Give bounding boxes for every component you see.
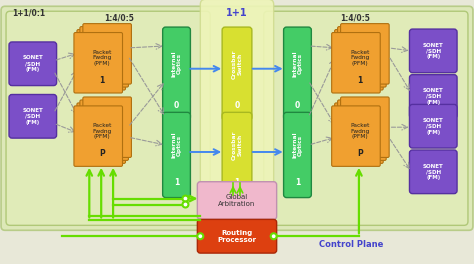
Text: SONET
/SDH
(FM): SONET /SDH (FM): [22, 108, 43, 125]
Text: 0: 0: [234, 101, 240, 110]
Text: Crossbar
Switch: Crossbar Switch: [232, 49, 242, 78]
FancyBboxPatch shape: [337, 27, 386, 87]
FancyBboxPatch shape: [201, 0, 273, 239]
Text: Routing
Processor: Routing Processor: [218, 230, 256, 243]
Text: SONET
/SDH
(FM): SONET /SDH (FM): [423, 43, 444, 59]
FancyBboxPatch shape: [9, 42, 56, 86]
FancyBboxPatch shape: [74, 32, 122, 93]
FancyBboxPatch shape: [6, 11, 210, 225]
FancyBboxPatch shape: [264, 11, 468, 225]
Circle shape: [197, 233, 203, 239]
Text: Packet
Fwdng
(PFM): Packet Fwdng (PFM): [350, 123, 370, 139]
Text: 0: 0: [174, 101, 179, 110]
FancyBboxPatch shape: [410, 104, 457, 148]
FancyBboxPatch shape: [197, 219, 277, 253]
FancyBboxPatch shape: [80, 27, 128, 87]
FancyBboxPatch shape: [163, 112, 191, 197]
Text: Global
Arbitration: Global Arbitration: [219, 194, 255, 207]
Text: Internal
Optics: Internal Optics: [171, 50, 182, 77]
FancyBboxPatch shape: [77, 30, 126, 90]
Text: 1: 1: [100, 76, 105, 85]
FancyBboxPatch shape: [335, 103, 383, 163]
Text: Internal
Optics: Internal Optics: [171, 132, 182, 158]
FancyBboxPatch shape: [83, 97, 131, 157]
FancyBboxPatch shape: [341, 97, 389, 157]
FancyBboxPatch shape: [410, 150, 457, 194]
Circle shape: [182, 201, 189, 208]
Text: 1: 1: [295, 178, 300, 187]
FancyBboxPatch shape: [337, 100, 386, 161]
FancyBboxPatch shape: [283, 27, 311, 120]
FancyBboxPatch shape: [74, 106, 122, 166]
Text: Internal
Optics: Internal Optics: [292, 50, 303, 77]
Text: 1:4/0:5: 1:4/0:5: [104, 13, 134, 22]
Text: P: P: [100, 149, 105, 158]
FancyBboxPatch shape: [335, 30, 383, 90]
Text: 0: 0: [295, 101, 300, 110]
Circle shape: [182, 196, 189, 201]
FancyBboxPatch shape: [9, 95, 56, 138]
Text: SONET
/SDH
(FM): SONET /SDH (FM): [423, 118, 444, 135]
Text: P: P: [357, 149, 363, 158]
Text: 1: 1: [357, 76, 363, 85]
Text: SONET
/SDH
(FM): SONET /SDH (FM): [423, 88, 444, 105]
Text: 1+1/0:1: 1+1/0:1: [12, 8, 45, 17]
Text: Internal
Optics: Internal Optics: [292, 132, 303, 158]
Text: SONET
/SDH
(FM): SONET /SDH (FM): [423, 163, 444, 180]
FancyBboxPatch shape: [341, 23, 389, 84]
FancyBboxPatch shape: [283, 112, 311, 197]
Text: Control Plane: Control Plane: [319, 240, 383, 249]
Text: Packet
Fwdng
(PFM): Packet Fwdng (PFM): [350, 50, 370, 66]
Text: 1: 1: [174, 178, 179, 187]
FancyBboxPatch shape: [410, 75, 457, 118]
FancyBboxPatch shape: [332, 32, 380, 93]
Text: Crossbar
Switch: Crossbar Switch: [232, 130, 242, 160]
FancyBboxPatch shape: [197, 182, 277, 219]
FancyBboxPatch shape: [83, 23, 131, 84]
FancyBboxPatch shape: [77, 103, 126, 163]
Text: SONET
/SDH
(FM): SONET /SDH (FM): [22, 55, 43, 72]
Text: 1+1: 1+1: [226, 8, 248, 18]
FancyBboxPatch shape: [332, 106, 380, 166]
FancyBboxPatch shape: [163, 27, 191, 120]
Text: Packet
Fwdng
(PFM): Packet Fwdng (PFM): [92, 50, 112, 66]
Text: Packet
Fwdng
(PFM): Packet Fwdng (PFM): [92, 123, 112, 139]
FancyBboxPatch shape: [222, 27, 252, 120]
FancyBboxPatch shape: [222, 112, 252, 197]
FancyBboxPatch shape: [1, 6, 473, 230]
Text: 1: 1: [234, 178, 240, 187]
FancyBboxPatch shape: [410, 29, 457, 73]
Text: 1:4/0:5: 1:4/0:5: [340, 13, 370, 22]
FancyBboxPatch shape: [80, 100, 128, 161]
Circle shape: [271, 233, 277, 239]
